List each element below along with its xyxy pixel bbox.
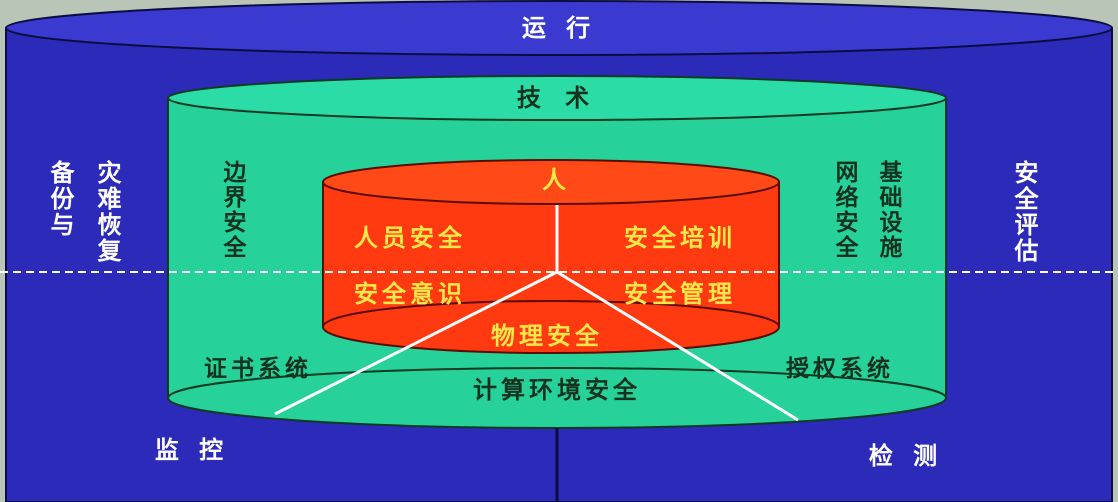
outer-left-col2: 灾难恢复 [93, 159, 122, 264]
middle-top-label: 技 术 [517, 84, 597, 112]
middle-bottom-center-label: 计算环境安全 [473, 376, 641, 404]
outer-bottom-left-label: 监 控 [155, 436, 229, 464]
divider-lines [0, 205, 1118, 502]
inner-upper-left-label: 人员安全 [354, 224, 466, 252]
diagonal-divider-left [274, 270, 558, 416]
middle-cylinder-top [167, 75, 947, 121]
outer-left-col1: 备份与 [46, 159, 75, 238]
inner-upper-right-label: 安全培训 [624, 224, 736, 252]
middle-bottom-left-label: 证书系统 [204, 355, 312, 382]
inner-top-label: 人 [542, 166, 572, 194]
inner-lower-right-label: 安全管理 [624, 280, 736, 308]
inner-bottom-center-label: 物理安全 [491, 322, 603, 350]
outer-top-label: 运 行 [522, 14, 596, 42]
outer-cylinder-top [5, 0, 1113, 56]
inner-lower-left-label: 安全意识 [354, 280, 466, 308]
middle-right-col1: 网络安全 [831, 160, 860, 260]
inner-cylinder [322, 159, 780, 354]
middle-bottom-right-label: 授权系统 [786, 355, 894, 382]
outer-right-col: 安全评估 [1010, 159, 1039, 264]
diagonal-divider-right [556, 270, 799, 422]
inner-cylinder-top [322, 159, 780, 205]
outer-bottom-right-label: 检 测 [869, 442, 943, 470]
middle-right-col2: 基础设施 [875, 160, 903, 260]
middle-left-col: 边界安全 [219, 160, 248, 260]
